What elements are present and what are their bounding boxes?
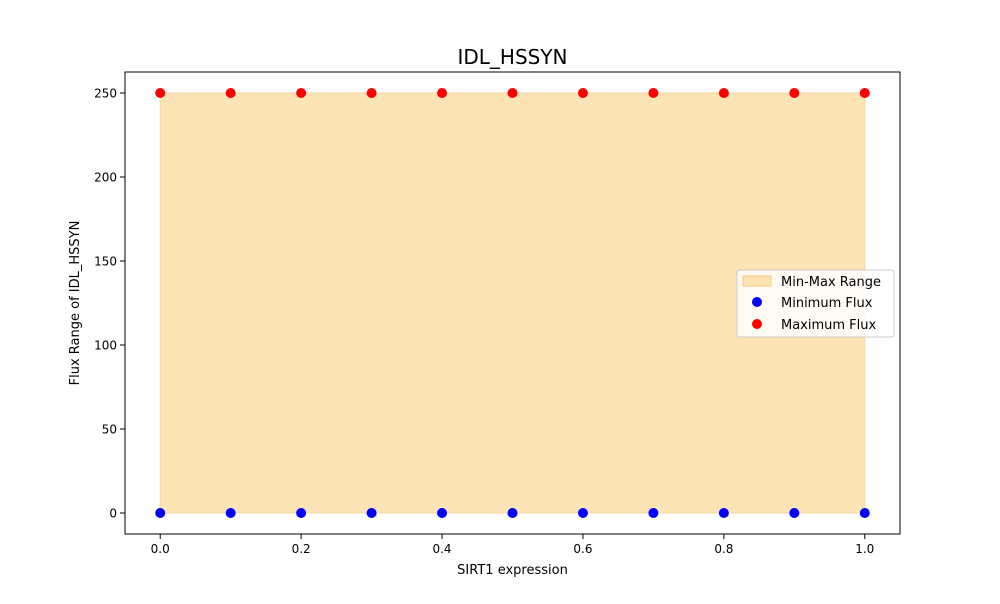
x-axis-label: SIRT1 expression [457,563,568,578]
maximum-flux-point [859,88,870,98]
y-tick-label: 0 [109,507,117,521]
x-tick-label: 0.4 [432,542,451,556]
maximum-flux-point [225,88,236,98]
x-tick-label: 0.8 [714,542,733,556]
y-tick-label: 50 [102,423,117,437]
minimum-flux-point [648,508,659,518]
minimum-flux-point [296,508,307,518]
y-tick-label: 250 [94,87,117,101]
minimum-flux-point [577,508,588,518]
legend: Min-Max Range Minimum Flux Maximum Flux [736,269,895,338]
minimum-flux-point [225,508,236,518]
minimum-flux-point [789,508,800,518]
maximum-flux-point [789,88,800,98]
x-tick-label: 1.0 [855,542,874,556]
legend-marker-minimum-flux [752,297,762,307]
x-tick-label: 0.6 [573,542,592,556]
legend-box [736,269,895,338]
y-axis-label: Flux Range of IDL_HSSYN [68,221,83,386]
minimum-flux-point [155,508,166,518]
maximum-flux-point [366,88,377,98]
legend-label-maximum-flux: Maximum Flux [781,318,877,333]
y-tick-label: 200 [94,171,117,185]
plot-area: 0.0 0.2 0.4 0.6 0.8 1.0 0 50 100 150 200 250 [94,71,901,556]
minimum-flux-point [718,508,729,518]
maximum-flux-point [507,88,518,98]
maximum-flux-point [718,88,729,98]
legend-swatch-min-max-range [742,275,772,287]
minimum-flux-point [507,508,518,518]
maximum-flux-point [577,88,588,98]
x-tick-label: 0.2 [292,542,311,556]
maximum-flux-point [296,88,307,98]
chart-title: IDL_HSSYN [457,45,567,69]
minimum-flux-point [366,508,377,518]
maximum-flux-point [155,88,166,98]
legend-label-minimum-flux: Minimum Flux [781,296,873,311]
legend-marker-maximum-flux [752,319,762,329]
axes-frame [124,71,901,535]
maximum-flux-point [648,88,659,98]
minimum-flux-point [437,508,448,518]
x-tick-label: 0.0 [151,542,170,556]
minimum-flux-point [859,508,870,518]
maximum-flux-point [437,88,448,98]
legend-label-min-max-range: Min-Max Range [781,275,881,290]
y-tick-label: 150 [94,255,117,269]
y-tick-label: 100 [94,339,117,353]
